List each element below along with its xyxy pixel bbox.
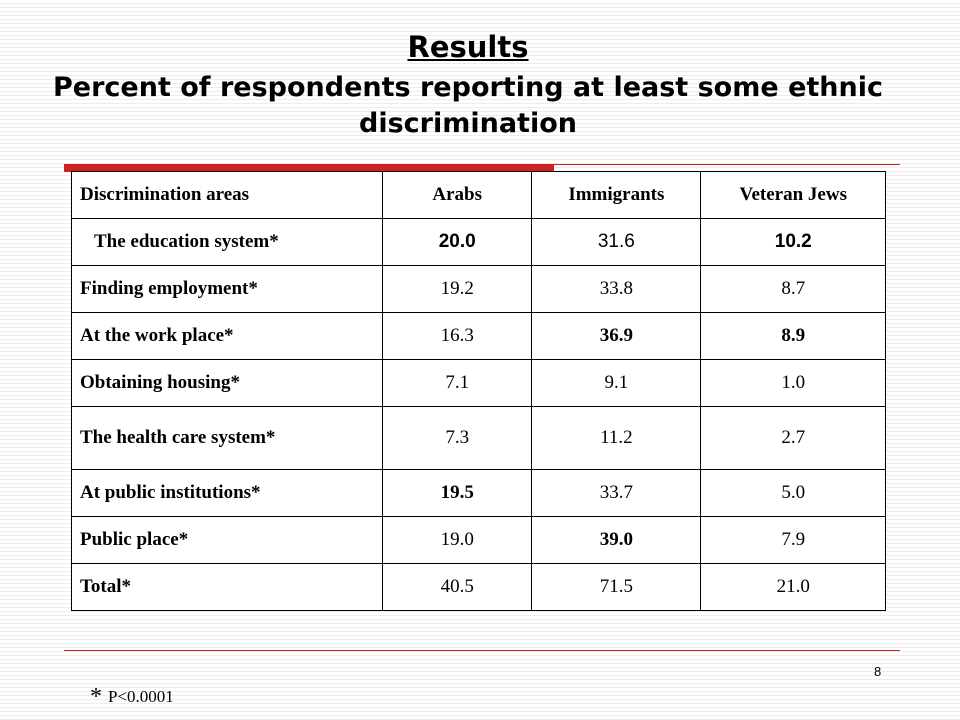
cell-veteran-jews: 7.9 (700, 516, 886, 564)
accent-bar (64, 164, 554, 172)
cell-arabs: 40.5 (382, 563, 533, 611)
cell-arabs: 19.2 (382, 265, 533, 313)
cell-veteran-jews: 21.0 (700, 563, 886, 611)
cell-arabs: 19.5 (382, 469, 533, 517)
cell-veteran-jews: 8.9 (700, 312, 886, 360)
footnote-text: P<0.0001 (108, 687, 174, 706)
cell-veteran-jews: 10.2 (700, 218, 886, 266)
cell-immigrants: 31.6 (531, 218, 702, 266)
cell-immigrants: 71.5 (531, 563, 702, 611)
cell-veteran-jews: 1.0 (700, 359, 886, 407)
table-header-row: Discrimination areas Arabs Immigrants Ve… (70, 171, 886, 219)
cell-immigrants: 33.7 (531, 469, 702, 517)
row-area: The health care system* (70, 406, 384, 470)
row-area: At the work place* (70, 312, 384, 360)
cell-veteran-jews: 5.0 (700, 469, 886, 517)
slide-title: Results (407, 30, 529, 64)
cell-arabs: 19.0 (382, 516, 533, 564)
row-area: The education system* (70, 218, 384, 266)
cell-arabs: 7.3 (382, 406, 533, 470)
table-row: Obtaining housing* 7.1 9.1 1.0 (70, 359, 886, 407)
table-row: The health care system* 7.3 11.2 2.7 (70, 406, 886, 470)
results-table: Discrimination areas Arabs Immigrants Ve… (70, 171, 886, 611)
header-arabs: Arabs (382, 171, 533, 219)
row-area: Finding employment* (70, 265, 384, 313)
footnote-symbol: * (90, 684, 102, 710)
table-row: Finding employment* 19.2 33.8 8.7 (70, 265, 886, 313)
table-row: Total* 40.5 71.5 21.0 (70, 563, 886, 611)
cell-arabs: 20.0 (382, 218, 533, 266)
footnote: * P<0.0001 (90, 684, 174, 711)
row-area: Obtaining housing* (70, 359, 384, 407)
cell-immigrants: 11.2 (531, 406, 702, 470)
cell-immigrants: 39.0 (531, 516, 702, 564)
header-veteran-jews: Veteran Jews (700, 171, 886, 219)
cell-arabs: 16.3 (382, 312, 533, 360)
table-row: At the work place* 16.3 36.9 8.9 (70, 312, 886, 360)
header-discrimination-areas: Discrimination areas (70, 171, 384, 219)
slide-subtitle: Percent of respondents reporting at leas… (53, 72, 883, 139)
row-area: At public institutions* (70, 469, 384, 517)
cell-immigrants: 33.8 (531, 265, 702, 313)
cell-immigrants: 36.9 (531, 312, 702, 360)
row-area: Public place* (70, 516, 384, 564)
table-row: Public place* 19.0 39.0 7.9 (70, 516, 886, 564)
bottom-divider (64, 650, 900, 651)
header-immigrants: Immigrants (531, 171, 702, 219)
cell-arabs: 7.1 (382, 359, 533, 407)
cell-veteran-jews: 2.7 (700, 406, 886, 470)
table-row: The education system* 20.0 31.6 10.2 (70, 218, 886, 266)
table-row: At public institutions* 19.5 33.7 5.0 (70, 469, 886, 517)
row-area: Total* (70, 563, 384, 611)
cell-immigrants: 9.1 (531, 359, 702, 407)
cell-veteran-jews: 8.7 (700, 265, 886, 313)
page-number: 8 (874, 664, 882, 679)
